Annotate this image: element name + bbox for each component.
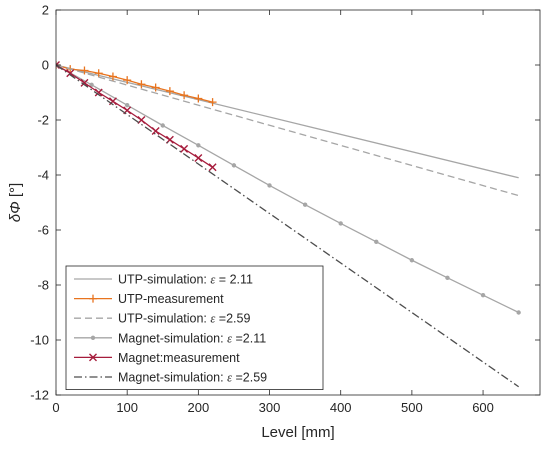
- legend-label-value: = 2.11: [215, 273, 253, 287]
- legend-label-text: UTP-measurement: [118, 292, 224, 306]
- legend-box: [65, 265, 324, 390]
- legend-entry-4: Magnet-simulation: ε =2.11: [74, 331, 266, 345]
- y-axis-label: δΦ [°]: [7, 183, 24, 222]
- legend-label: UTP-measurement: [118, 292, 224, 306]
- series-3: [56, 64, 519, 197]
- legend-entry-5: Magnet:measurement: [74, 351, 240, 365]
- x-tick-label: 300: [259, 400, 281, 415]
- series-4-point: [231, 163, 237, 168]
- series-4-point: [516, 310, 521, 315]
- legend-entry-2: UTP-measurement: [74, 292, 224, 306]
- series-3-line: [56, 64, 519, 197]
- series-4-point: [480, 292, 486, 298]
- series-4-point: [89, 82, 94, 88]
- series-2-point: [137, 80, 146, 89]
- series-4-point: [196, 143, 201, 148]
- legend-swatch-marker: [89, 294, 97, 303]
- y-axis-label-unit: [°]: [7, 183, 24, 202]
- legend-entry-1: UTP-simulation: ε = 2.11: [74, 273, 253, 287]
- axes-layer: 0 100 200 300 400 500 600 2 0 -2 -4 -6 -8 -10 -12: [30, 3, 541, 415]
- y-tick-label: -12: [30, 388, 49, 403]
- series-6-line: [56, 64, 520, 388]
- series-5-point: [94, 88, 103, 97]
- series-2-point: [165, 87, 174, 96]
- legend-label-text: Magnet-simulation:: [118, 331, 227, 345]
- legend-label-value: =2.59: [232, 371, 267, 385]
- series-1: [56, 64, 519, 179]
- legend-swatch-marker: [90, 335, 96, 340]
- legend-label-text: Magnet-simulation:: [118, 371, 227, 385]
- series-5-point: [151, 127, 160, 135]
- series-2-point: [80, 66, 89, 75]
- y-tick-label: -6: [37, 223, 49, 238]
- series-2-point: [94, 69, 103, 78]
- series-2-point: [151, 83, 160, 92]
- legend-label-text: UTP-simulation:: [118, 273, 210, 287]
- axes-box: [55, 9, 541, 396]
- series-5: [56, 61, 217, 172]
- legend-label-text: Magnet:measurement: [118, 351, 240, 365]
- series-4-point: [124, 102, 130, 108]
- y-tick-label: -2: [37, 113, 49, 128]
- x-tick-label: 600: [472, 400, 494, 415]
- x-tick-label: 500: [401, 400, 423, 415]
- legend-label: UTP-simulation: ε =2.59: [118, 312, 250, 326]
- series-4-point: [302, 202, 308, 207]
- y-tick-label: -10: [30, 333, 49, 348]
- y-tick-label: 2: [42, 3, 49, 18]
- legend-entry-3: UTP-simulation: ε =2.59: [74, 312, 250, 326]
- series-4-point: [374, 239, 379, 245]
- series-2-point: [208, 98, 217, 107]
- series-5-point: [194, 153, 203, 162]
- series-5-point: [66, 69, 75, 78]
- series-4-line: [56, 64, 519, 314]
- legend-label-symbol: ε: [210, 312, 215, 326]
- legend-label-symbol: ε: [227, 331, 232, 345]
- legend-label-value: =2.59: [215, 312, 250, 326]
- x-tick-label: 200: [188, 400, 210, 415]
- legend-label: Magnet:measurement: [118, 351, 240, 365]
- legend-swatch-marker: [89, 353, 97, 362]
- legend-label-value: =2.11: [232, 331, 266, 345]
- series-4-point: [338, 221, 343, 226]
- series-1-line: [56, 64, 519, 179]
- series-5-point: [208, 163, 217, 172]
- y-axis-label-symbol: δΦ: [7, 201, 24, 222]
- series-4-point: [160, 123, 165, 128]
- series-5-point: [80, 78, 89, 87]
- series-4-point: [445, 275, 450, 281]
- legend-label: Magnet-simulation: ε =2.11: [118, 331, 266, 345]
- series-2-point: [108, 72, 117, 81]
- series-6: [56, 64, 520, 388]
- series-2-point: [180, 91, 189, 100]
- legend: UTP-simulation: ε = 2.11 UTP-measurement U…: [65, 265, 324, 390]
- legend-label: Magnet-simulation: ε =2.59: [118, 371, 267, 385]
- y-tick-label: 0: [42, 58, 49, 73]
- series-4-point: [267, 183, 272, 188]
- legend-label-symbol: ε: [227, 371, 232, 385]
- series-4-point: [409, 258, 415, 263]
- series-2-point: [123, 76, 132, 85]
- y-tick-label: -8: [37, 278, 49, 293]
- series-5-point: [180, 144, 189, 153]
- legend-label-symbol: ε: [210, 273, 215, 287]
- legend-label-text: UTP-simulation:: [118, 312, 210, 326]
- x-tick-label: 0: [52, 400, 59, 415]
- legend-label: UTP-simulation: ε = 2.11: [118, 273, 253, 287]
- series-2-point: [194, 94, 203, 103]
- legend-entry-6: Magnet-simulation: ε =2.59: [74, 371, 267, 385]
- series-4: [56, 62, 521, 315]
- x-tick-label: 100: [116, 400, 138, 415]
- x-axis-label: Level [mm]: [261, 424, 334, 441]
- y-tick-label: -4: [37, 168, 49, 183]
- x-tick-label: 400: [330, 400, 352, 415]
